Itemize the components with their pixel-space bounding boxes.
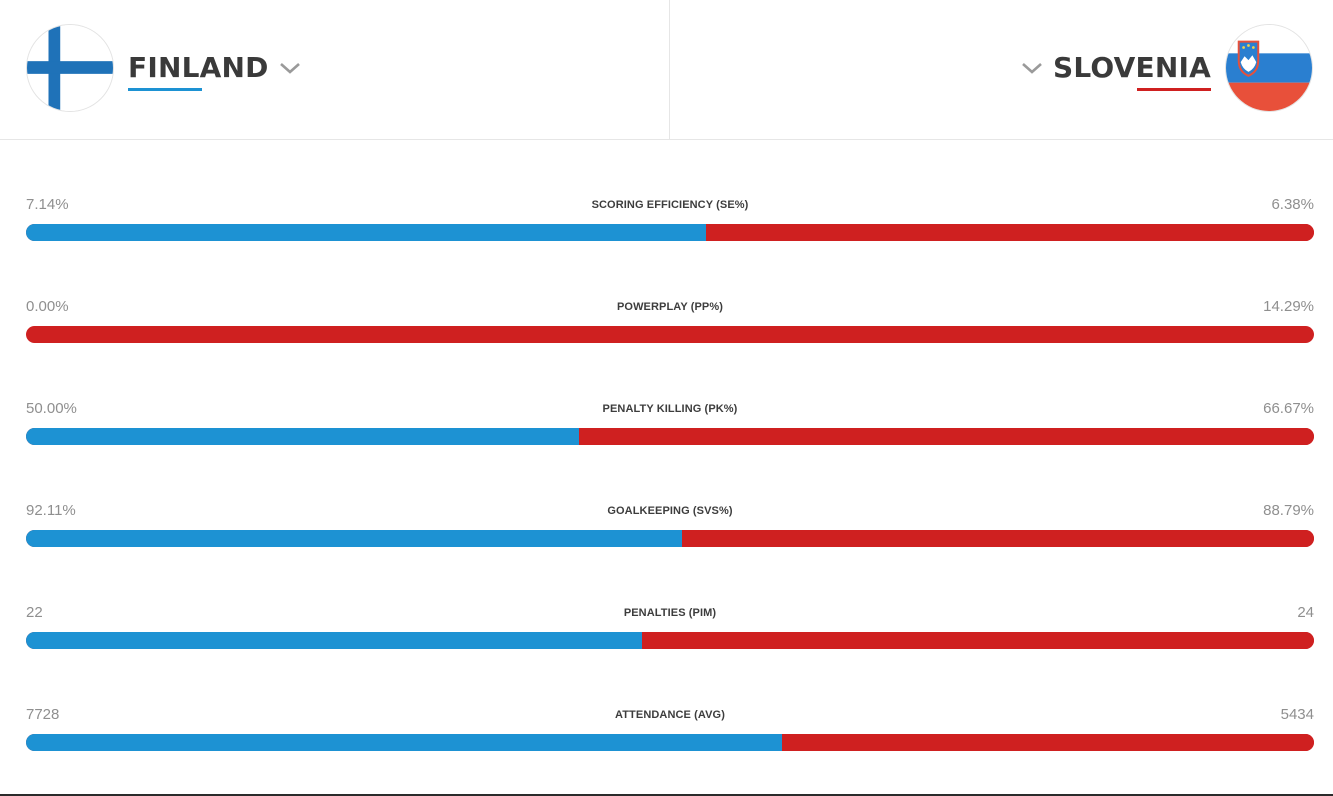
stat-row: 50.00% PENALTY KILLING (PK%) 66.67% — [26, 394, 1314, 496]
away-team-name[interactable]: SLOVENIA — [1053, 51, 1211, 91]
away-bar-segment — [681, 530, 1314, 547]
stat-row: 7.14% SCORING EFFICIENCY (SE%) 6.38% — [26, 190, 1314, 292]
home-team-chevron-down-icon[interactable] — [277, 55, 303, 81]
home-team: FINLAND — [26, 24, 303, 112]
home-bar-segment — [26, 224, 707, 241]
match-header: FINLAND SLOVENIA — [0, 0, 1333, 140]
comparison-bar — [26, 734, 1314, 751]
away-bar-segment — [706, 224, 1314, 241]
home-team-underline — [128, 88, 202, 91]
home-stat-value: 92.11% — [26, 502, 76, 519]
away-team-chevron-down-icon[interactable] — [1019, 55, 1045, 81]
away-team-underline — [1137, 88, 1211, 91]
home-stat-value: 7.14% — [26, 196, 69, 213]
stat-label: ATTENDANCE (AVG) — [615, 709, 725, 721]
home-stat-value: 0.00% — [26, 298, 69, 315]
away-bar-segment — [641, 632, 1314, 649]
comparison-bar — [26, 224, 1314, 241]
stat-label: POWERPLAY (PP%) — [616, 301, 724, 313]
comparison-bar — [26, 428, 1314, 445]
comparison-bar — [26, 326, 1314, 343]
stats-comparison: 7.14% SCORING EFFICIENCY (SE%) 6.38% 0.0… — [26, 190, 1314, 796]
stat-row: 7728 ATTENDANCE (AVG) 5434 — [26, 700, 1314, 796]
comparison-bar — [26, 632, 1314, 649]
home-bar-segment — [26, 734, 783, 751]
stat-label: PENALTY KILLING (PK%) — [602, 403, 738, 415]
away-stat-value: 6.38% — [1271, 196, 1314, 213]
header-divider — [669, 0, 670, 139]
home-stat-value: 50.00% — [26, 400, 77, 417]
stat-label: PENALTIES (PIM) — [623, 607, 717, 619]
stat-row: 92.11% GOALKEEPING (SVS%) 88.79% — [26, 496, 1314, 598]
slovenia-flag-icon — [1225, 24, 1313, 112]
away-team: SLOVENIA — [1019, 24, 1313, 112]
home-team-name[interactable]: FINLAND — [128, 51, 269, 91]
stat-label: GOALKEEPING (SVS%) — [607, 505, 733, 517]
home-team-name-text: FINLAND — [128, 51, 269, 84]
comparison-bar — [26, 530, 1314, 547]
stat-row: 22 PENALTIES (PIM) 24 — [26, 598, 1314, 700]
away-bar-segment — [782, 734, 1314, 751]
bottom-border — [0, 794, 1333, 796]
home-stat-value: 7728 — [26, 706, 60, 723]
away-bar-segment — [26, 326, 1314, 343]
home-stat-value: 22 — [26, 604, 43, 621]
away-stat-value: 24 — [1297, 604, 1314, 621]
stat-row: 0.00% POWERPLAY (PP%) 14.29% — [26, 292, 1314, 394]
finland-flag-icon — [26, 24, 114, 112]
away-stat-value: 88.79% — [1263, 502, 1314, 519]
home-bar-segment — [26, 530, 682, 547]
away-team-name-text: SLOVENIA — [1053, 51, 1211, 84]
away-bar-segment — [578, 428, 1314, 445]
away-stat-value: 66.67% — [1263, 400, 1314, 417]
stat-label: SCORING EFFICIENCY (SE%) — [591, 199, 749, 211]
home-bar-segment — [26, 632, 642, 649]
away-stat-value: 14.29% — [1263, 298, 1314, 315]
home-bar-segment — [26, 428, 579, 445]
away-stat-value: 5434 — [1280, 706, 1314, 723]
